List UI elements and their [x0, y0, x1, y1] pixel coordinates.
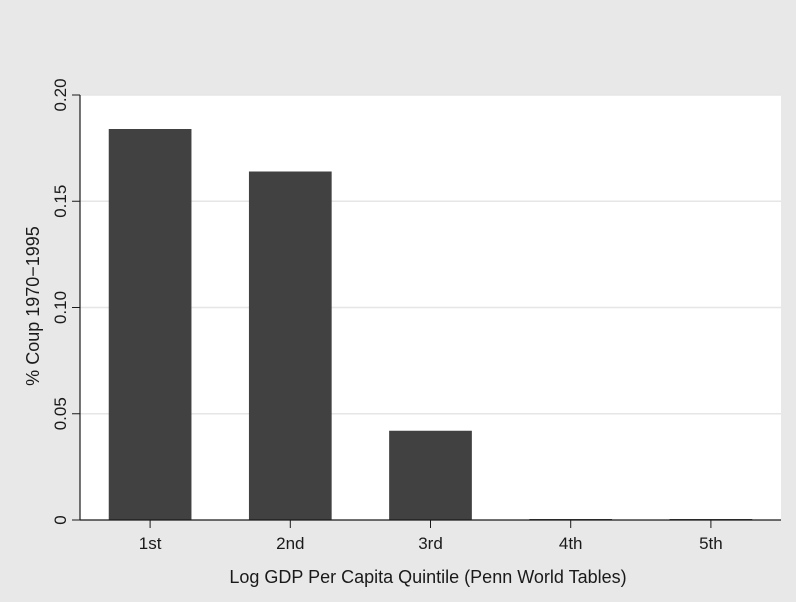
bars	[108, 129, 753, 520]
y-tick-label: 0	[51, 515, 70, 524]
x-tick-label: 4th	[559, 534, 583, 553]
x-tick-label: 2nd	[276, 534, 304, 553]
x-axis-ticks: 1st 2nd 3rd 4th 5th	[139, 520, 723, 553]
y-axis-ticks: 0 0.05 0.10 0.15 0.20	[51, 78, 80, 525]
y-tick-label: 0.10	[51, 291, 70, 324]
x-axis-title: Log GDP Per Capita Quintile (Penn World …	[229, 567, 626, 587]
bar-2nd	[248, 171, 332, 520]
gridlines	[80, 94, 781, 415]
x-tick-label: 5th	[699, 534, 723, 553]
x-tick-label: 3rd	[418, 534, 443, 553]
x-tick-label: 1st	[139, 534, 162, 553]
y-tick-label: 0.15	[51, 185, 70, 218]
y-tick-label: 0.05	[51, 397, 70, 430]
y-tick-label: 0.20	[51, 78, 70, 111]
y-axis-title: % Coup 1970−1995	[23, 226, 43, 386]
bar-3rd	[389, 430, 472, 520]
bar-1st	[108, 129, 192, 520]
